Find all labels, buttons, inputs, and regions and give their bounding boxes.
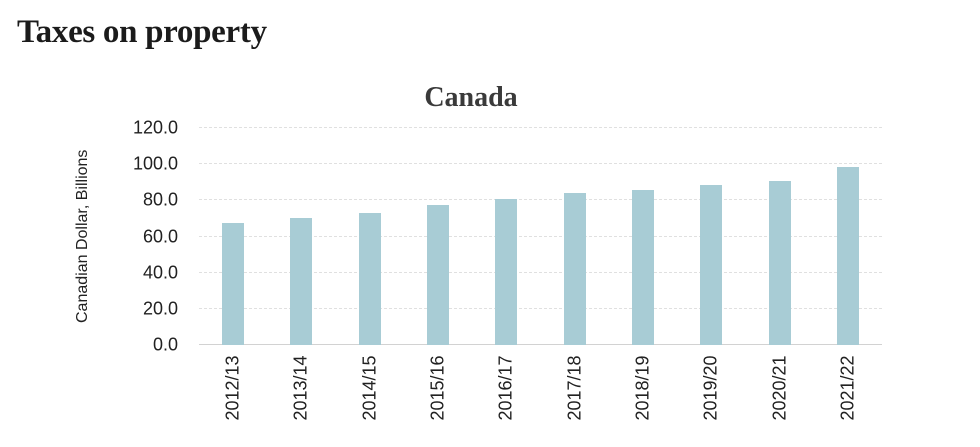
bars-container — [199, 128, 882, 345]
gridline — [199, 199, 882, 201]
gridline — [199, 235, 882, 237]
bar-slot — [814, 128, 882, 345]
bar-slot — [609, 128, 677, 345]
x-tick-label: 2018/19 — [632, 355, 653, 421]
gridline — [199, 307, 882, 309]
bar-2015/16 — [427, 205, 450, 345]
x-tick-label: 2019/20 — [700, 355, 721, 421]
bar-slot — [336, 128, 404, 345]
gridline — [199, 127, 882, 128]
x-tick-label: 2016/17 — [495, 355, 516, 421]
x-tick-label: 2020/21 — [769, 355, 790, 421]
x-tick-slot: 2019/20 — [677, 346, 745, 441]
bar-2016/17 — [495, 198, 518, 345]
x-tick-slot: 2014/15 — [336, 346, 404, 441]
x-axis-line — [199, 344, 882, 345]
y-tick-label: 80.0 — [142, 189, 178, 210]
bar-slot — [472, 128, 540, 345]
x-tick-slot: 2015/16 — [404, 346, 472, 441]
y-tick-label: 120.0 — [132, 117, 178, 138]
x-tick-slot: 2013/14 — [267, 346, 335, 441]
x-tick-slot: 2016/17 — [472, 346, 540, 441]
y-tick-label: 100.0 — [132, 153, 178, 174]
bar-slot — [677, 128, 745, 345]
bar-2017/18 — [563, 192, 586, 345]
bar-slot — [404, 128, 472, 345]
x-tick-slot: 2017/18 — [540, 346, 608, 441]
bar-slot — [267, 128, 335, 345]
plot-area — [199, 127, 882, 345]
x-tick-label: 2015/16 — [427, 355, 448, 421]
bar-slot — [540, 128, 608, 345]
bar-slot — [199, 128, 267, 345]
x-tick-slot: 2012/13 — [199, 346, 267, 441]
y-tick-label: 40.0 — [142, 262, 178, 283]
y-tick-label: 60.0 — [142, 226, 178, 246]
bar-2019/20 — [700, 185, 723, 345]
x-tick-slot: 2021/22 — [814, 346, 882, 441]
x-tick-label: 2021/22 — [837, 355, 858, 421]
x-tick-slot: 2020/21 — [745, 346, 813, 441]
y-tick-labels: 0.0 20.0 40.0 60.0 80.0 100.0 120.0 — [88, 118, 178, 355]
gridline — [199, 271, 882, 273]
x-tick-label: 2012/13 — [222, 355, 243, 421]
bar-2021/22 — [836, 167, 859, 345]
bar-2020/21 — [768, 181, 791, 345]
bar-2014/15 — [358, 213, 381, 345]
y-tick-label: 20.0 — [142, 298, 178, 319]
x-tick-label: 2013/14 — [290, 355, 311, 421]
y-tick-label: 0.0 — [152, 334, 178, 355]
gridline — [199, 163, 882, 165]
page-title: Taxes on property — [17, 14, 267, 50]
chart-title: Canada — [424, 82, 518, 113]
bar-2018/19 — [631, 190, 654, 345]
bar-2013/14 — [290, 217, 313, 345]
x-tick-label: 2017/18 — [564, 355, 585, 421]
x-tick-labels: 2012/13 2013/14 2014/15 2015/16 2016/17 2017/… — [199, 346, 882, 441]
bar-2012/13 — [222, 222, 245, 345]
bar-slot — [745, 128, 813, 345]
x-tick-label: 2014/15 — [359, 355, 380, 421]
x-tick-slot: 2018/19 — [609, 346, 677, 441]
